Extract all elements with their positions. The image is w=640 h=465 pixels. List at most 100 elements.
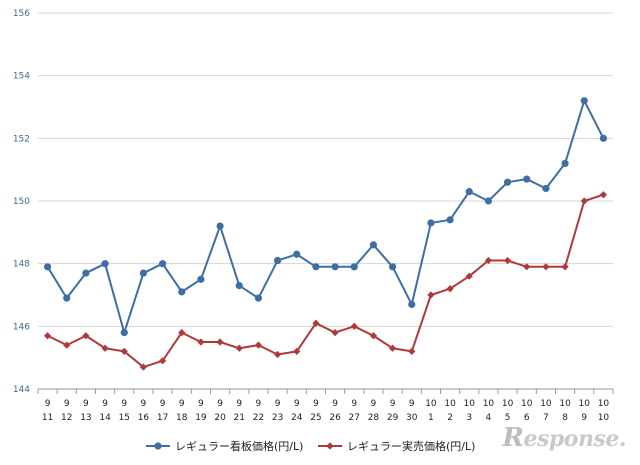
x-tick-label-month: 10 [540,399,552,409]
data-point [197,338,205,346]
data-point [120,347,128,355]
x-tick-label-day: 1 [428,413,434,423]
data-point [331,329,339,337]
data-point [254,341,263,349]
data-point [254,294,263,302]
y-tick-label: 156 [13,9,30,19]
data-point [388,263,397,271]
x-tick-label-day: 15 [119,413,130,423]
x-tick-label-day: 29 [387,413,399,423]
y-tick-label: 148 [13,260,30,270]
data-point [63,341,71,349]
x-tick-label-month: 9 [332,399,338,409]
x-tick-label-day: 19 [195,413,207,423]
x-tick-label-day: 22 [253,413,264,423]
x-tick-label-month: 9 [351,399,357,409]
data-point [82,332,90,340]
data-point [235,282,243,290]
data-point [484,197,493,205]
x-tick-label-month: 9 [45,399,51,409]
y-tick-label: 152 [13,134,30,144]
data-point [331,263,339,271]
data-point [599,134,608,142]
x-tick-label-day: 12 [61,413,72,423]
data-point [101,344,109,352]
x-tick-label-month: 10 [425,399,437,409]
data-point [408,300,416,308]
data-point [503,256,512,265]
x-tick-label-month: 10 [464,399,476,409]
x-tick-label-day: 30 [406,413,418,423]
y-tick-label: 150 [13,197,30,207]
x-tick-label-day: 13 [80,413,91,423]
x-tick-label-month: 10 [598,399,610,409]
x-tick-label-day: 18 [176,413,188,423]
x-tick-label-month: 9 [160,399,166,409]
x-tick-label-day: 7 [543,413,549,423]
data-point [523,175,531,183]
x-tick-label-day: 9 [581,413,587,423]
data-point [542,263,550,271]
x-tick-label-month: 9 [121,399,127,409]
x-tick-label-day: 26 [329,413,341,423]
data-point [465,272,473,280]
x-tick-label-day: 5 [505,413,511,423]
data-point [523,263,531,271]
x-tick-label-month: 10 [521,399,533,409]
x-tick-label-day: 3 [466,413,472,423]
x-tick-label-day: 2 [447,413,453,423]
legend-marker [154,442,162,450]
data-point [388,344,397,352]
response-logo: Response. [502,423,626,453]
data-point [542,184,550,193]
data-point [484,256,493,265]
data-point [408,347,416,355]
data-point [561,263,569,271]
x-tick-label-month: 9 [102,399,108,409]
x-tick-label-day: 24 [291,413,303,423]
data-point [216,222,224,230]
x-tick-label-day: 20 [214,413,226,423]
x-tick-label-month: 9 [371,399,377,409]
x-tick-label-month: 10 [502,399,514,409]
data-point [503,178,512,186]
x-tick-label-month: 9 [83,399,89,409]
x-tick-label-month: 9 [198,399,204,409]
x-tick-label-day: 6 [524,413,530,423]
x-tick-label-month: 10 [579,399,591,409]
data-point [273,350,282,359]
data-point [580,197,588,205]
data-point [312,319,320,327]
x-tick-label-month: 9 [64,399,70,409]
data-point [82,269,90,277]
x-tick-label-day: 17 [157,413,168,423]
x-tick-label-month: 9 [275,399,281,409]
data-point [293,250,301,258]
data-point [312,263,320,271]
data-point [580,97,588,105]
data-point [369,241,378,249]
x-tick-label-month: 10 [559,399,571,409]
x-tick-label-day: 14 [99,413,111,423]
x-tick-label-day: 10 [598,413,610,423]
data-point [427,291,435,299]
x-tick-label-day: 8 [562,413,568,423]
data-point [216,338,224,346]
data-point [446,216,454,224]
legend-marker [326,442,334,450]
series-line-1 [46,99,605,334]
x-tick-label-day: 21 [234,413,245,423]
data-point [446,285,454,293]
y-tick-label: 154 [13,72,30,82]
data-point [139,363,148,371]
x-tick-label-day: 27 [349,413,360,423]
x-tick-label-day: 25 [310,413,321,423]
data-point [293,347,301,355]
legend-label-2: レギュラー実売価格(円/L) [347,439,475,453]
data-point [369,332,378,340]
data-point [561,159,569,167]
data-point [350,322,358,330]
x-tick-label-day: 16 [138,413,150,423]
x-tick-label-month: 9 [390,399,396,409]
